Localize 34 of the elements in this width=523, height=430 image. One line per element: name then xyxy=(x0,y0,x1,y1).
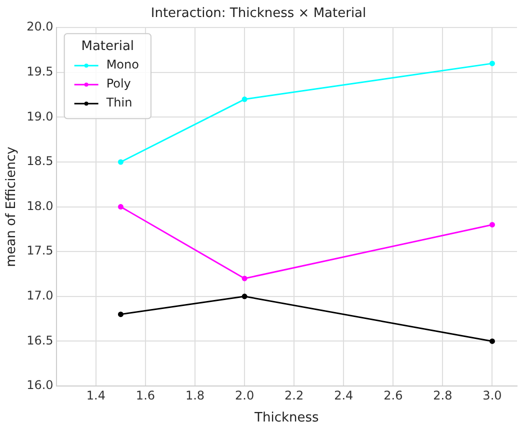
point xyxy=(118,159,124,165)
y-tick-label: 16.5 xyxy=(26,333,54,348)
x-tick-label: 2.4 xyxy=(334,388,354,402)
y-tick-label: 16.0 xyxy=(26,378,54,392)
legend-label: Thin xyxy=(105,96,132,110)
y-tick-label: 20.0 xyxy=(26,20,54,34)
x-tick-label: 2.6 xyxy=(384,388,403,402)
y-tick-label: 19.0 xyxy=(26,109,54,124)
y-tick-label: 18.0 xyxy=(26,198,54,213)
x-tick-label: 2.8 xyxy=(433,388,452,402)
x-tick-label: 2.2 xyxy=(284,388,304,402)
point xyxy=(489,338,495,344)
point xyxy=(489,60,495,66)
point xyxy=(242,294,248,300)
point xyxy=(118,204,124,210)
x-tick-label: 1.6 xyxy=(136,388,156,402)
y-tick-label: 17.0 xyxy=(26,288,54,303)
point xyxy=(242,276,248,282)
point xyxy=(489,222,495,228)
y-axis-title: mean of Efficiency xyxy=(4,146,20,267)
x-tick-label: 1.8 xyxy=(185,388,205,402)
point xyxy=(118,312,124,318)
chart-title: Interaction: Thickness × Material xyxy=(150,6,366,22)
x-tick-label: 2.0 xyxy=(235,388,254,402)
x-tick-label: 3.0 xyxy=(482,388,502,402)
y-tick-label: 17.5 xyxy=(26,244,54,258)
legend-label: Poly xyxy=(106,76,131,91)
point xyxy=(242,96,248,102)
x-tick-label: 1.4 xyxy=(86,388,106,402)
y-tick-label: 18.5 xyxy=(26,154,54,168)
legend-title: Material xyxy=(81,38,134,54)
y-tick-label: 19.5 xyxy=(26,64,54,79)
x-axis-title: Thickness xyxy=(254,410,320,426)
legend-label: Mono xyxy=(106,58,139,72)
